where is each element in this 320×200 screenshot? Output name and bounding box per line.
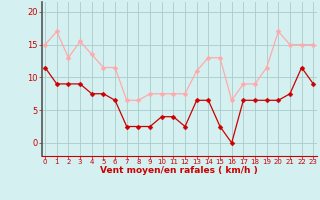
X-axis label: Vent moyen/en rafales ( km/h ): Vent moyen/en rafales ( km/h ) [100, 166, 258, 175]
